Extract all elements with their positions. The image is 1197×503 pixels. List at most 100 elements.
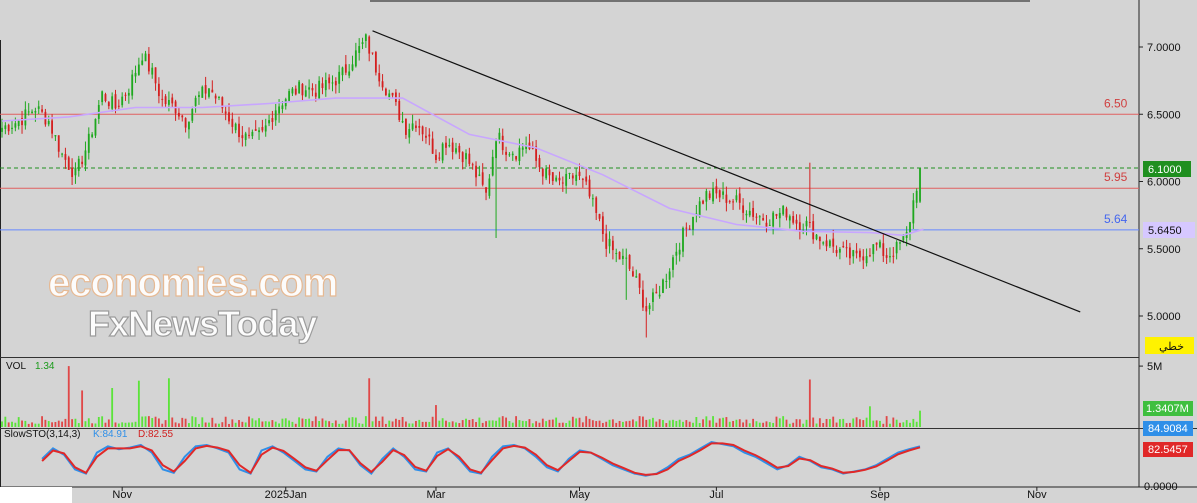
volume-bar <box>545 421 548 427</box>
volume-bar <box>635 421 638 427</box>
candle <box>361 37 364 50</box>
watermark-line1: economies.com <box>48 261 337 305</box>
volume-bar <box>421 421 424 427</box>
volume-bar <box>598 420 601 427</box>
volume-bar <box>418 419 421 427</box>
date-tick-label: May <box>569 489 590 501</box>
candle <box>772 210 775 235</box>
volume-bar <box>638 416 641 427</box>
volume-bar <box>248 416 250 427</box>
candle <box>855 243 858 259</box>
price-plot: 6.50 5.95 5.64 <box>0 30 1139 338</box>
candle <box>364 33 367 48</box>
volume-bar <box>84 421 87 427</box>
volume-bar <box>521 420 524 427</box>
volume-bar <box>845 423 848 427</box>
volume-bar <box>341 423 344 427</box>
volume-bar <box>555 417 558 427</box>
linear-badge[interactable]: خطي <box>1145 337 1194 354</box>
volume-bar <box>815 423 818 427</box>
date-tick-label: Nov <box>1027 489 1047 501</box>
candle <box>378 64 381 87</box>
volume-bar <box>244 422 247 427</box>
candle <box>621 248 624 265</box>
candle <box>391 92 394 98</box>
volume-bar <box>895 419 898 427</box>
last-price-label: 6.1000 <box>1148 164 1182 176</box>
candle <box>461 151 464 170</box>
candle <box>822 241 825 246</box>
candle <box>348 64 351 79</box>
volume-bar <box>94 423 97 427</box>
price-tick-label: 5.5000 <box>1147 244 1181 256</box>
candle <box>311 83 314 97</box>
volume-bar <box>278 423 280 427</box>
candle <box>1 118 3 138</box>
volume-bar <box>468 419 471 427</box>
trendline[interactable] <box>372 30 1081 313</box>
candle <box>685 222 688 237</box>
candle <box>798 214 801 240</box>
candle <box>111 92 114 112</box>
volume-bar <box>561 422 564 427</box>
volume-bar <box>822 423 825 427</box>
volume-bar <box>748 423 751 427</box>
volume-bar <box>294 423 297 427</box>
volume-bar <box>718 418 721 427</box>
candle <box>17 119 20 130</box>
candle <box>832 229 835 253</box>
volume-bar <box>675 421 678 427</box>
volume-bar <box>899 422 901 427</box>
volume-bar <box>515 416 518 427</box>
candle <box>41 105 43 114</box>
volume-bar <box>872 420 875 427</box>
candle <box>595 196 598 221</box>
volume-bar <box>234 422 237 427</box>
candle <box>538 154 541 172</box>
date-tick-label: Mar <box>426 489 445 501</box>
volume-bar <box>722 417 724 427</box>
candle <box>545 165 548 181</box>
candle <box>525 136 528 154</box>
candle <box>124 92 127 101</box>
volume-plot <box>1 366 921 427</box>
volume-bar <box>481 422 484 427</box>
candle <box>795 214 798 231</box>
last-price-box: 6.1000 <box>1143 161 1191 177</box>
candle <box>368 35 371 62</box>
volume-bar <box>702 419 704 427</box>
volume-bar <box>475 422 477 427</box>
volume-bar <box>618 420 621 427</box>
candle <box>258 127 260 140</box>
candle <box>675 243 678 265</box>
candle <box>178 107 180 120</box>
candle <box>374 50 377 76</box>
candle <box>184 117 187 133</box>
candle <box>588 175 591 199</box>
volume-bar <box>134 421 137 427</box>
candle <box>425 127 427 144</box>
volume-bar <box>832 416 835 427</box>
candle <box>201 85 204 98</box>
candle <box>598 213 601 222</box>
candle <box>268 114 270 127</box>
candle <box>428 128 431 146</box>
candle <box>64 147 67 169</box>
volume-bar <box>705 416 708 427</box>
candle <box>441 142 444 164</box>
volume-bar <box>725 417 728 427</box>
volume-bar <box>828 419 831 427</box>
volume-bar <box>147 416 150 427</box>
candle <box>628 254 631 271</box>
volume-bar <box>852 418 855 427</box>
volume-bar <box>114 422 117 427</box>
candle <box>508 152 511 157</box>
linear-badge-label: خطي <box>1159 341 1184 353</box>
volume-bar <box>291 421 294 427</box>
volume-bar <box>835 422 838 427</box>
candle <box>298 79 301 94</box>
volume-bar <box>715 422 718 427</box>
volume-bar <box>208 422 210 427</box>
volume-bar <box>692 422 694 427</box>
volume-bar <box>538 422 541 427</box>
